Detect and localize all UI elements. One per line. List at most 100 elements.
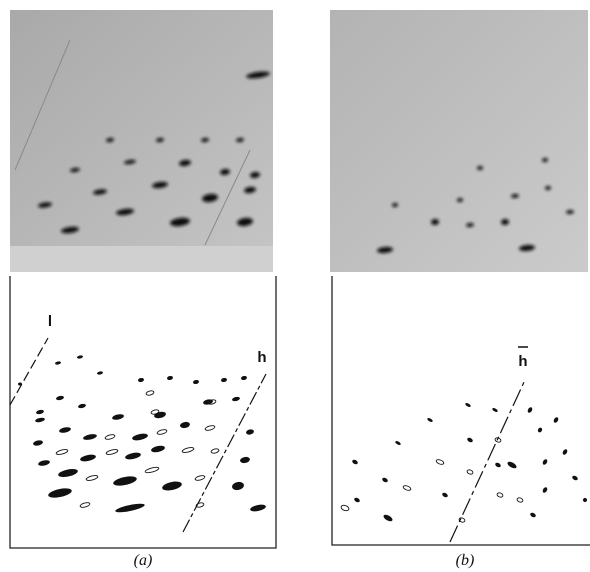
reflection — [36, 409, 44, 415]
photo-spot — [93, 189, 107, 195]
reflection — [492, 408, 498, 412]
reflection — [250, 504, 266, 512]
reflection — [207, 399, 217, 405]
reflection — [458, 517, 466, 523]
reflection — [382, 477, 388, 483]
reflection — [553, 417, 559, 423]
reflection — [132, 433, 148, 441]
reflection — [144, 466, 160, 474]
reflection — [572, 475, 578, 481]
axis-label-h-bar: h — [518, 353, 527, 370]
photo-spot — [511, 193, 519, 199]
reflection — [33, 440, 43, 446]
photo-spot — [201, 137, 209, 143]
reflection — [562, 449, 568, 455]
reflection — [507, 461, 517, 469]
reflection — [78, 403, 86, 409]
reflection — [537, 427, 543, 433]
reflection — [542, 459, 548, 465]
reflection — [56, 395, 64, 401]
reflections-b — [340, 403, 587, 523]
photo-spot — [501, 218, 509, 226]
reflection — [55, 449, 69, 455]
reflection — [79, 502, 91, 508]
photo-spot — [156, 137, 164, 143]
reflection — [232, 396, 240, 402]
reflection — [156, 429, 168, 435]
reflection — [145, 390, 155, 396]
reflection — [496, 492, 504, 498]
reflection — [466, 469, 474, 475]
reflection — [402, 485, 412, 491]
reflection — [97, 371, 103, 375]
reflection — [154, 411, 166, 419]
reflection — [210, 448, 220, 454]
reflection — [38, 460, 50, 466]
reflection — [85, 475, 99, 481]
reflection — [467, 437, 473, 443]
reflection — [193, 379, 199, 385]
axis-line-h — [182, 373, 267, 533]
photo-spot — [152, 181, 168, 189]
reflection — [340, 504, 350, 512]
reflection — [151, 445, 165, 453]
reflection — [240, 456, 250, 464]
photo-spot — [377, 246, 393, 254]
caption-a: (a) — [134, 552, 153, 569]
photo-b — [330, 10, 588, 272]
axis-label-l: l — [48, 313, 52, 330]
photo-spot — [170, 217, 190, 227]
reflection — [221, 377, 227, 383]
caption-b: (b) — [456, 552, 475, 569]
reflection — [465, 403, 471, 407]
photo-spot — [246, 71, 270, 79]
reflection — [494, 437, 502, 443]
reflection — [516, 497, 524, 503]
photo-spot — [61, 226, 79, 234]
photo-spot — [466, 222, 474, 228]
reflection — [442, 492, 448, 498]
axis-label-h: h — [257, 349, 266, 366]
reflection — [530, 512, 536, 518]
photo-spot — [237, 217, 253, 227]
reflection — [395, 441, 401, 445]
photo-spot — [70, 167, 80, 173]
photo-spot — [244, 186, 256, 194]
reflection — [246, 429, 254, 435]
reflection — [527, 407, 533, 413]
reflection — [138, 377, 144, 383]
photo-spot — [236, 137, 244, 143]
reflection — [583, 498, 587, 502]
reflection — [435, 459, 445, 465]
diagram-frame-a — [9, 276, 277, 549]
reflection — [115, 503, 145, 513]
reflection — [204, 425, 216, 431]
reflection — [352, 459, 358, 465]
photo-a — [10, 10, 273, 272]
photo-spot — [519, 244, 535, 252]
reflection — [194, 475, 206, 481]
reflections-a — [18, 355, 266, 513]
photo-spot — [38, 202, 52, 208]
diagram-frame-b — [331, 276, 590, 546]
photo-spot — [250, 171, 260, 179]
reflection — [58, 468, 78, 478]
reflection — [104, 434, 116, 440]
reflection — [35, 417, 45, 423]
reflection — [55, 361, 61, 365]
reflection — [195, 502, 205, 508]
reflection — [150, 409, 160, 415]
reflection — [241, 375, 247, 381]
photo-spot — [116, 208, 134, 216]
reflection — [180, 421, 190, 429]
reflection — [181, 447, 195, 453]
reflection — [112, 414, 124, 420]
photo-spot — [566, 209, 574, 215]
reflection — [105, 449, 119, 455]
reflection — [18, 382, 22, 386]
reflection — [542, 487, 548, 493]
photo-spot — [457, 197, 463, 203]
reflection — [162, 481, 182, 491]
photo-spot — [392, 202, 398, 208]
